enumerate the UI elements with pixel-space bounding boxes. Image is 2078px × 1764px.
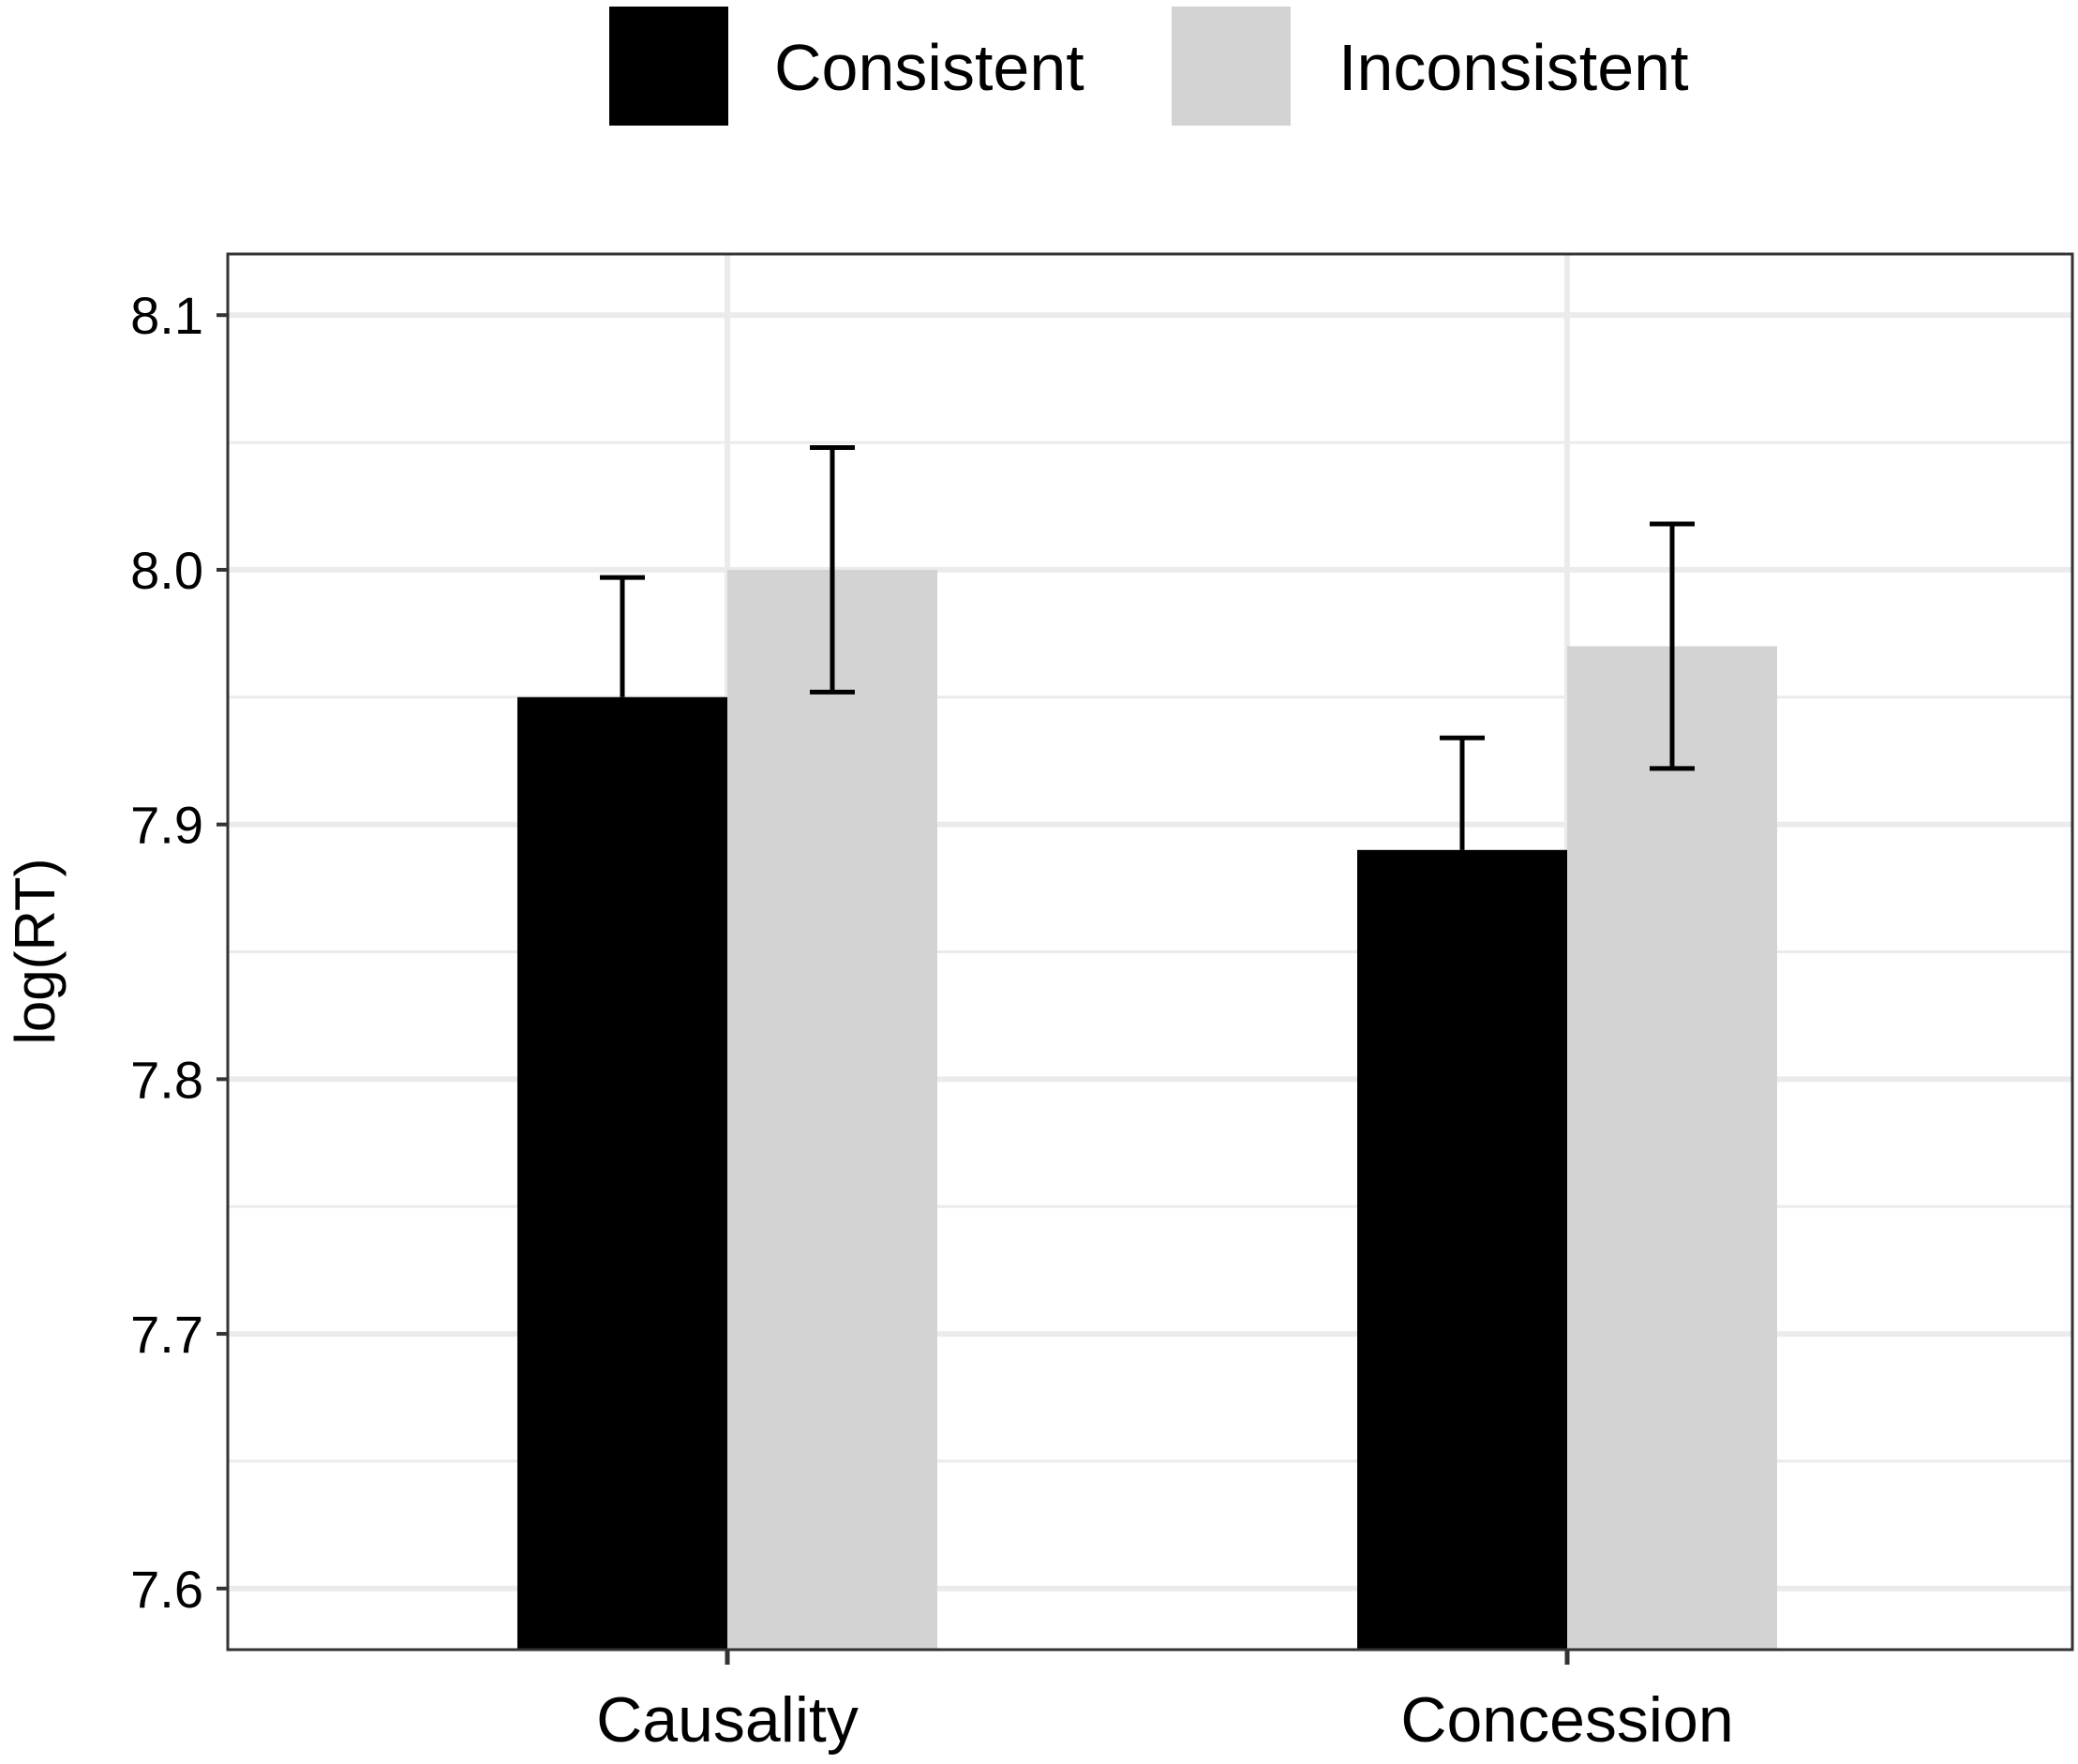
legend-swatch-consistent [609, 7, 728, 126]
y-axis: 7.6 7.7 7.8 7.9 8.0 8.1 [130, 286, 228, 1619]
grid-lines [228, 254, 2072, 1650]
x-tick-label-causality: Causality [596, 1684, 859, 1756]
y-axis-title: log(RT) [4, 859, 67, 1045]
legend: Consistent Inconsistent [609, 7, 1689, 126]
bar-consistent-concession [1357, 849, 1567, 1650]
y-tick-label: 8.0 [130, 541, 203, 600]
bars [517, 569, 1777, 1650]
y-tick-label: 8.1 [130, 286, 203, 345]
error-bars [600, 445, 1695, 850]
legend-label-consistent: Consistent [774, 31, 1084, 104]
bar-consistent-causality [517, 696, 727, 1650]
y-tick-label: 7.6 [130, 1560, 203, 1619]
legend-label-inconsistent: Inconsistent [1338, 31, 1689, 104]
y-tick-label: 7.8 [130, 1050, 203, 1109]
y-tick-label: 7.9 [130, 796, 203, 855]
bar-inconsistent-causality [727, 569, 937, 1650]
y-tick-label: 7.7 [130, 1305, 203, 1364]
x-axis: Causality Concession [596, 1650, 1734, 1756]
plot-panel-border [226, 252, 2074, 1652]
bar-inconsistent-concession [1567, 646, 1777, 1650]
legend-swatch-inconsistent [1172, 7, 1291, 126]
x-tick-label-concession: Concession [1400, 1684, 1733, 1756]
